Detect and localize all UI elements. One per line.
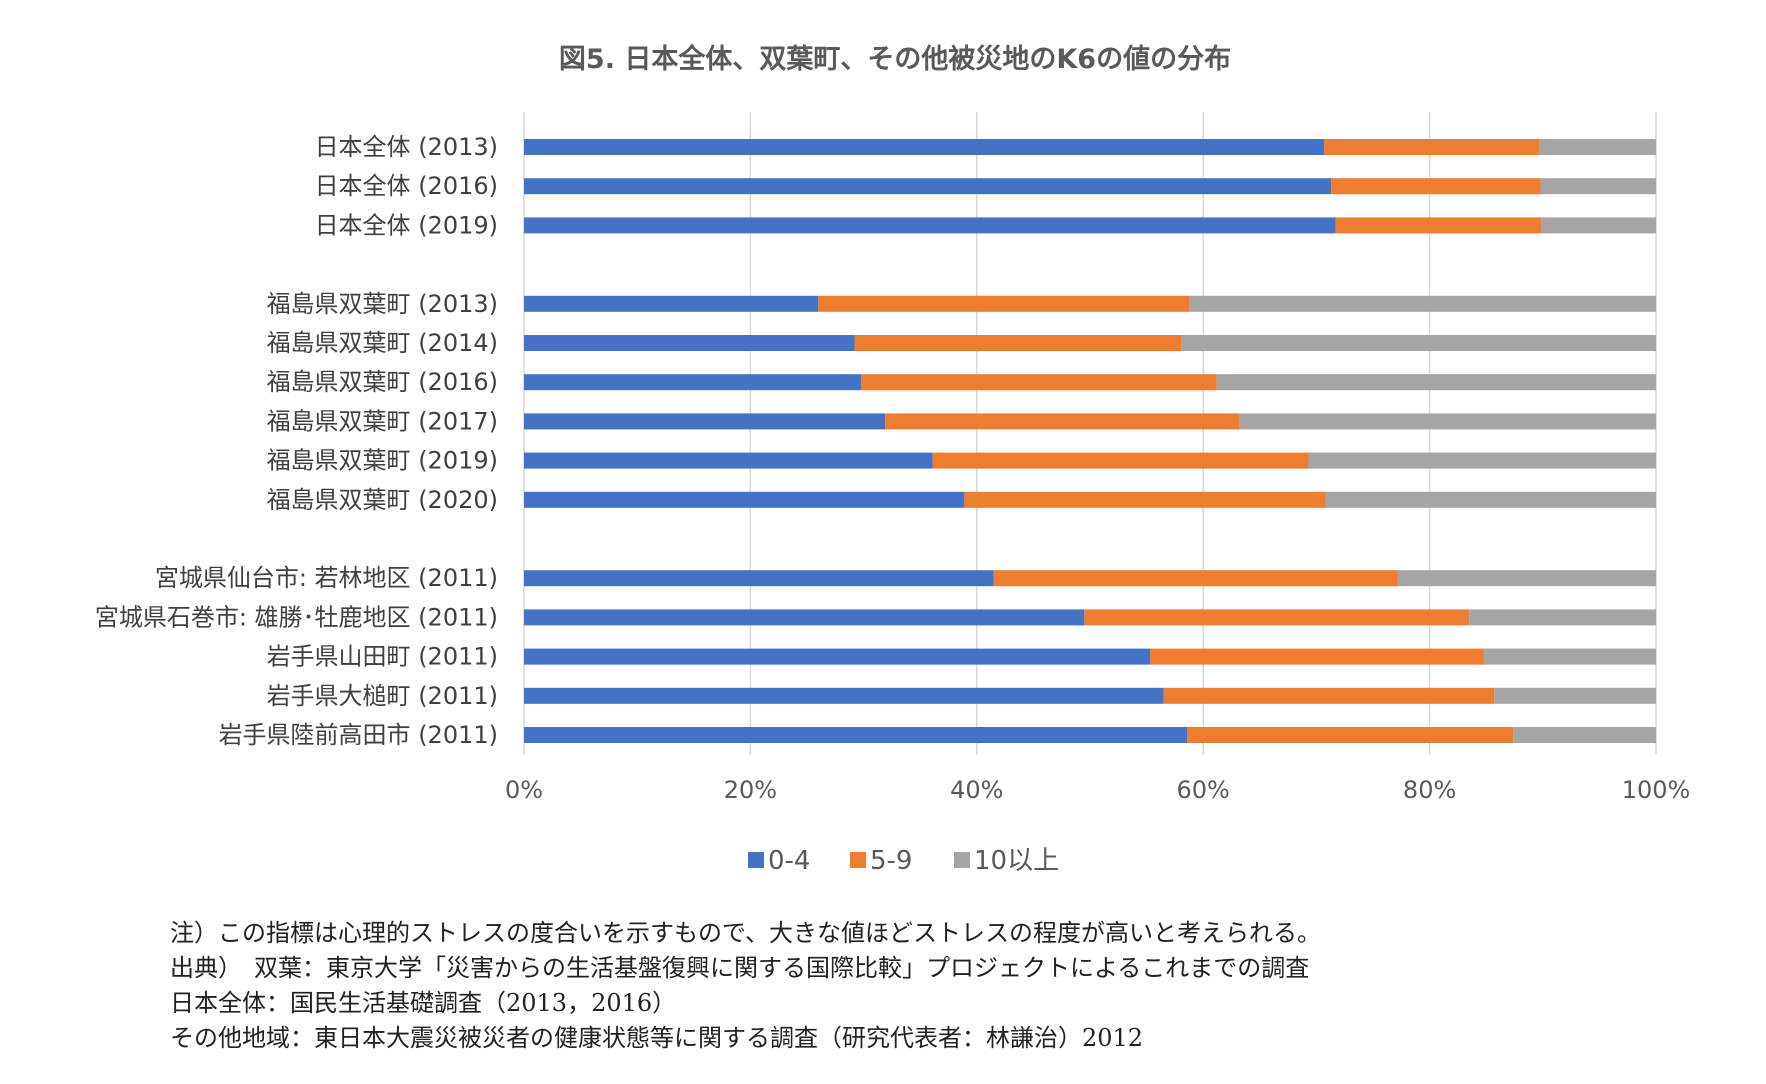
bar-segment [1397,570,1656,587]
bar-segment [1541,217,1656,234]
x-tick-label: 0% [505,776,543,804]
bar-segment [524,413,886,430]
bar-segment [1335,217,1542,234]
category-label: 福島県双葉町 (2020) [267,486,498,514]
k6-distribution-chart: 図5. 日本全体、双葉町、その他被災地のK6の値の分布 日本全体 (2013)日… [95,43,1690,876]
category-label: 福島県双葉町 (2016) [267,368,498,396]
x-tick-label: 60% [1177,776,1230,804]
x-tick-label: 100% [1622,776,1691,804]
category-label: 岩手県山田町 (2011) [267,643,498,671]
bar-segment [1163,687,1495,704]
bar-segment [1324,139,1540,155]
bar-segment [1469,609,1656,626]
category-label: 日本全体 (2019) [315,211,498,239]
x-tick-label: 20% [724,776,777,804]
bar-segment [524,687,1164,704]
source-line: その他地域：東日本大震災被災者の健康状態等に関する調査（研究代表者：林謙治）20… [170,1024,1144,1052]
bar-segment [524,452,933,469]
bar-segment [861,374,1217,391]
category-label: 宮城県石巻市: 雄勝･牡鹿地区 (2011) [95,603,498,631]
bar-segment [1239,413,1656,430]
x-axis-tick-labels: 0% 20% 40% 60% 80% 100% [505,776,1690,804]
bar-segment [1325,491,1656,508]
x-tick-label: 40% [950,776,1003,804]
bar-segment [1084,609,1470,626]
bar-segment [1494,687,1656,704]
bar-segment [1189,295,1656,312]
legend-swatch [748,852,764,868]
bar-segment [1149,648,1484,665]
bar-segment [993,570,1398,587]
category-label: 日本全体 (2013) [315,133,498,161]
bar-segment [1308,452,1656,469]
category-label: 岩手県大槌町 (2011) [267,682,498,710]
bar-segment [524,609,1085,626]
bar-segment [818,295,1190,312]
category-label: 福島県双葉町 (2017) [267,407,498,435]
source-line: 出典） 双葉：東京大学「災害からの生活基盤復興に関する国際比較」プロジェクトによ… [170,954,1310,982]
legend-swatch [850,852,866,868]
bar-segment [524,491,965,508]
bar-segment [524,217,1336,234]
bar-segment [524,727,1188,743]
notes: 注）この指標は心理的ストレスの度合いを示すもので、大きな値ほどストレスの程度が高… [170,916,1730,1056]
legend-label: 0-4 [768,846,810,876]
bar-segment [854,335,1182,351]
bar-segment [1539,139,1656,155]
x-tick-label: 80% [1403,776,1456,804]
category-label: 日本全体 (2016) [315,172,498,200]
bar-segment [524,295,819,312]
bar-segment [524,139,1325,155]
bar-segment [1331,178,1541,195]
legend: 0-4 5-9 10以上 [748,846,1059,876]
bar-segment [1216,374,1656,391]
bar-segment [1513,727,1656,743]
category-label: 福島県双葉町 (2019) [267,447,498,475]
bar-segment [932,452,1309,469]
bar-segment [964,491,1326,508]
bar-segment [524,374,862,391]
bar-segment [885,413,1240,430]
bar-segment [524,335,855,351]
chart-title: 図5. 日本全体、双葉町、その他被災地のK6の値の分布 [559,43,1231,75]
category-label: 岩手県陸前高田市 (2011) [219,721,498,749]
bar-segment [1181,335,1656,351]
bar-segment [524,648,1150,665]
bar-segment [524,570,994,587]
note-line: 注）この指標は心理的ストレスの度合いを示すもので、大きな値ほどストレスの程度が高… [170,919,1322,947]
source-line: 日本全体：国民生活基礎調査（2013，2016） [170,989,677,1017]
bar-segment [1187,727,1514,743]
category-labels: 日本全体 (2013) 日本全体 (2016) 日本全体 (2019) 福島県双葉町 … [95,133,498,749]
category-label: 福島県双葉町 (2014) [267,329,498,357]
bar-segment [1483,648,1656,665]
bar-segment [524,178,1332,195]
category-label: 福島県双葉町 (2013) [267,290,498,318]
category-label: 宮城県仙台市: 若林地区 (2011) [155,564,498,592]
legend-swatch [954,852,970,868]
bar-segment [1540,178,1656,195]
legend-label: 10以上 [974,846,1059,876]
bars [524,139,1656,743]
legend-label: 5-9 [870,846,912,876]
